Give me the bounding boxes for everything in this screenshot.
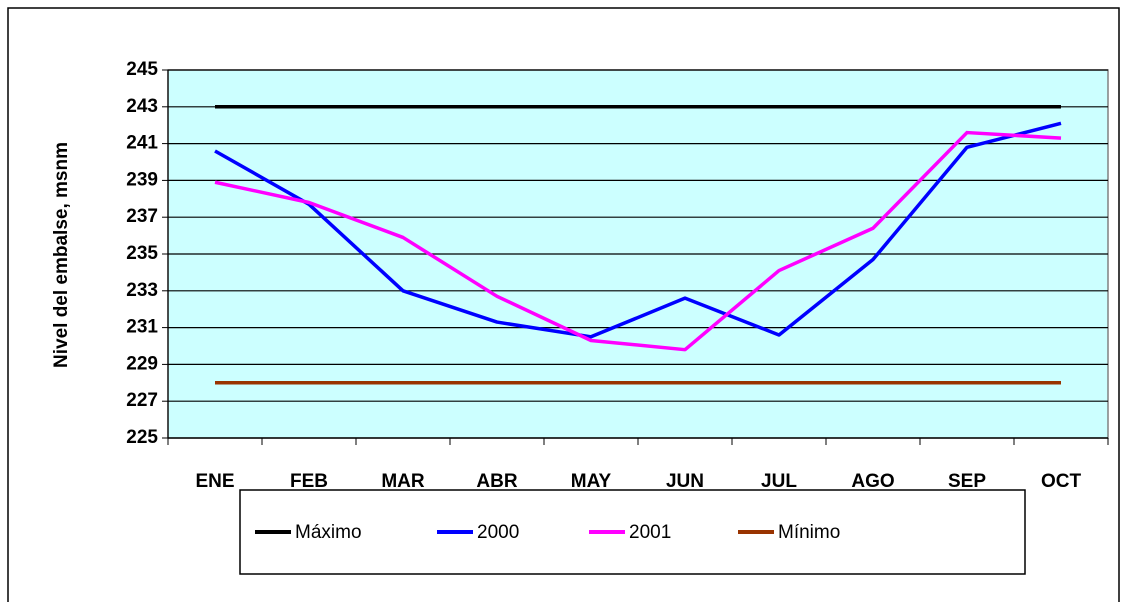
y-tick-label: 245 (126, 59, 158, 80)
x-tick-label: AGO (851, 471, 894, 492)
legend-label: Mínimo (778, 522, 840, 543)
x-tick-label: JUN (666, 471, 704, 492)
x-tick-label: FEB (290, 471, 328, 492)
y-tick-label: 241 (126, 133, 158, 154)
series-line (214, 121, 1062, 339)
y-tick-label: 227 (126, 390, 158, 411)
y-tick-label: 237 (126, 206, 158, 227)
legend-label: Máximo (295, 522, 362, 543)
x-tick-label: MAY (571, 471, 612, 492)
y-tick-label: 225 (126, 427, 158, 448)
series-line (214, 130, 1062, 352)
legend-label: 2000 (477, 522, 519, 543)
y-axis-label: Nivel del embalse, msnm (51, 142, 72, 368)
x-tick-label: ABR (476, 471, 517, 492)
legend-box (239, 489, 1026, 575)
legend-label: 2001 (629, 522, 671, 543)
y-tick-label: 231 (126, 317, 158, 338)
x-tick-label: SEP (948, 471, 986, 492)
x-tick-label: ENE (195, 471, 234, 492)
x-tick-label: MAR (381, 471, 425, 492)
y-tick-label: 239 (126, 169, 158, 190)
y-tick-label: 233 (126, 280, 158, 301)
y-tick-label: 235 (126, 243, 158, 264)
x-tick-label: OCT (1041, 471, 1082, 492)
y-tick-label: 229 (126, 353, 158, 374)
y-tick-label: 243 (126, 96, 158, 117)
x-tick-label: JUL (761, 471, 797, 492)
